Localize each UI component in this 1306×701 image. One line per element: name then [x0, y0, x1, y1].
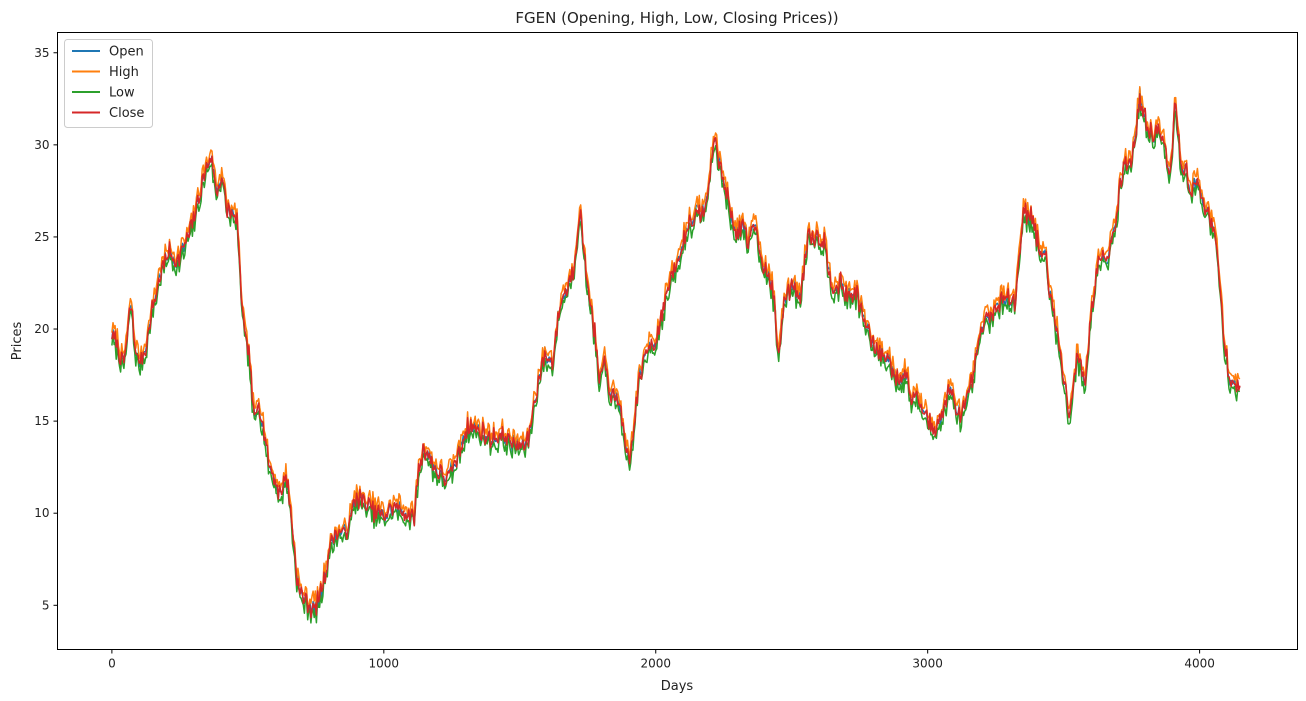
y-axis-label: Prices [10, 322, 25, 361]
y-tick-label: 10 [34, 506, 49, 520]
plot-area [111, 86, 1241, 624]
legend-label-low: Low [109, 86, 135, 101]
y-tick-label: 30 [34, 138, 49, 152]
x-axis-label: Days [661, 679, 694, 694]
y-tick-label: 20 [34, 322, 49, 336]
series-line-open [111, 86, 1241, 615]
x-tick-label: 3000 [912, 657, 943, 671]
chart-title: FGEN (Opening, High, Low, Closing Prices… [515, 9, 838, 27]
x-tick-label: 1000 [369, 657, 400, 671]
legend: Open High Low Close [64, 39, 153, 128]
x-tick-label: 4000 [1184, 657, 1215, 671]
y-tick-label: 5 [42, 598, 50, 612]
legend-label-open: Open [109, 45, 144, 60]
y-tick-label: 25 [34, 230, 49, 244]
y-tick-label: 15 [34, 414, 49, 428]
y-tick-label: 35 [34, 46, 49, 60]
x-tick-label: 2000 [640, 657, 671, 671]
series-line-close [111, 93, 1241, 619]
legend-box [64, 39, 153, 128]
series-line-low [111, 93, 1240, 624]
y-axis: 5 10 15 20 25 30 35 [34, 46, 58, 612]
legend-label-high: High [109, 65, 139, 80]
x-axis: 0 1000 2000 3000 4000 [108, 649, 1215, 671]
x-tick-label: 0 [108, 657, 116, 671]
series-line-high [111, 86, 1241, 610]
legend-label-close: Close [109, 106, 144, 121]
plot-frame [57, 32, 1298, 650]
